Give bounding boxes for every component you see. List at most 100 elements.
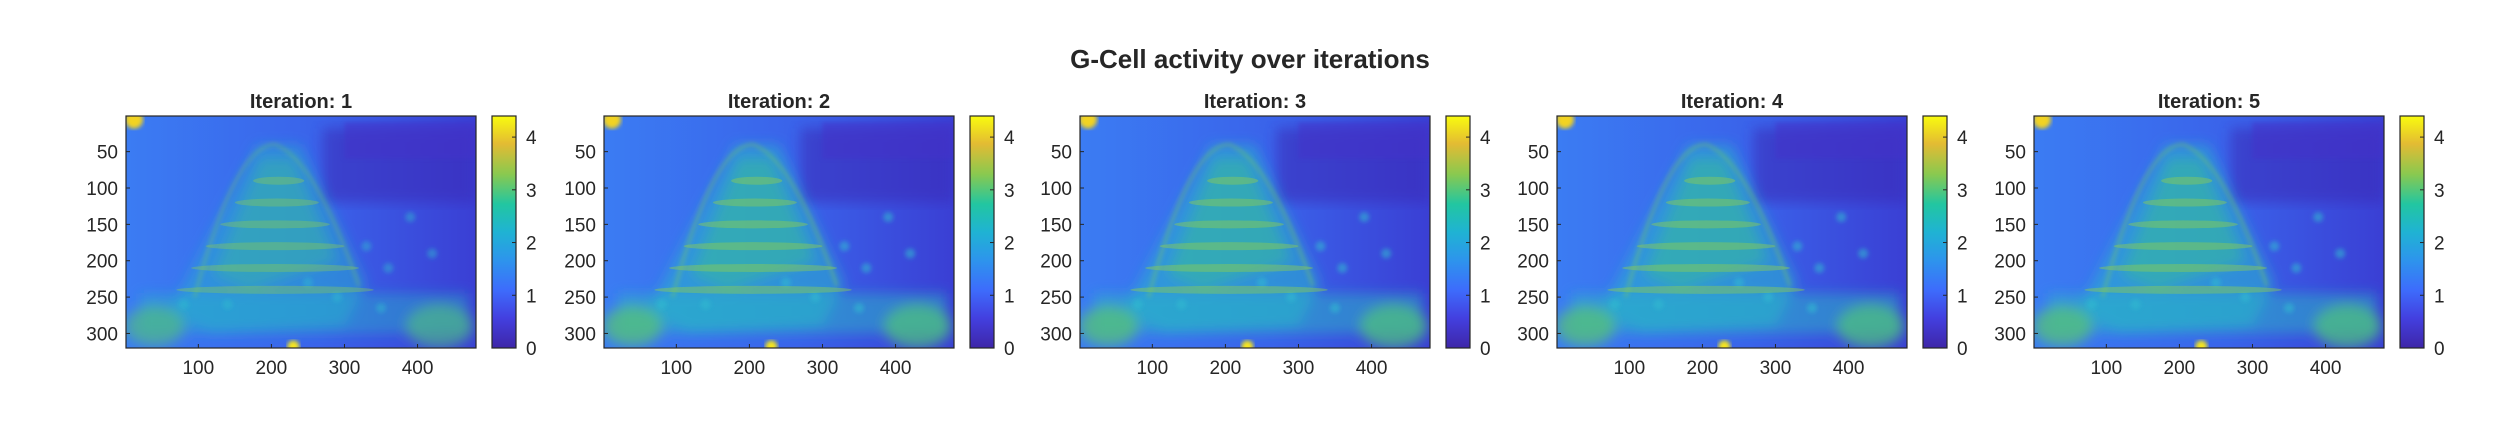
x-tick-label: 300 (807, 358, 839, 379)
panel-title: Iteration: 2 (728, 91, 830, 113)
y-tick-label: 300 (86, 324, 118, 345)
colorbar: 0 1 2 3 4 (491, 115, 537, 360)
x-tick-label: 200 (2164, 358, 2196, 379)
colorbar-tick-label: 4 (1480, 128, 1491, 149)
panel-title: Iteration: 4 (1681, 91, 1784, 113)
axes-frame (2033, 115, 2385, 349)
colorbar-tick-label: 4 (2434, 128, 2445, 149)
y-tick-label: 150 (564, 215, 596, 236)
colorbar-tick-label: 2 (1480, 234, 1491, 255)
heatmap-image (1080, 116, 1430, 348)
y-tick-label: 150 (1994, 215, 2026, 236)
x-tick-label: 400 (1833, 358, 1865, 379)
y-tick-label: 50 (97, 143, 118, 164)
colorbar-tick-label: 2 (2434, 234, 2445, 255)
x-tick-label: 200 (734, 358, 766, 379)
x-tick-label: 100 (1136, 358, 1168, 379)
y-tick-label: 50 (1528, 143, 1549, 164)
x-tick-label: 300 (2237, 358, 2269, 379)
y-tick-label: 100 (1994, 179, 2026, 200)
colorbar: 0 1 2 3 4 (969, 115, 1015, 360)
y-tick-label: 100 (1517, 179, 1549, 200)
colorbar-tick-label: 3 (1004, 181, 1015, 202)
colorbar-tick-label: 2 (1957, 234, 1968, 255)
y-tick-label: 100 (86, 179, 118, 200)
heatmap-image (2034, 116, 2384, 348)
colorbar-tick-label: 2 (1004, 234, 1015, 255)
y-tick-label: 150 (1517, 215, 1549, 236)
x-tick-label: 300 (329, 358, 361, 379)
y-tick-label: 250 (1040, 288, 1072, 309)
y-tick-label: 250 (1517, 288, 1549, 309)
axes-frame (603, 115, 955, 349)
y-tick-label: 50 (1051, 143, 1072, 164)
colorbar-tick-label: 0 (2434, 339, 2445, 360)
x-tick-label: 200 (1687, 358, 1719, 379)
colorbar-tick-label: 4 (1957, 128, 1968, 149)
heatmap-image (604, 116, 954, 348)
y-tick-label: 300 (1994, 324, 2026, 345)
colorbar-tick-label: 3 (1480, 181, 1491, 202)
heatmap-image (1557, 116, 1907, 348)
y-tick-label: 200 (564, 252, 596, 273)
colorbar-tick-label: 1 (1480, 286, 1491, 307)
colorbar: 0 1 2 3 4 (1445, 115, 1491, 360)
panel-title: Iteration: 3 (1204, 91, 1306, 113)
heatmap-image (126, 116, 476, 348)
figure-title: G-Cell activity over iterations (1070, 44, 1430, 74)
y-tick-label: 300 (564, 324, 596, 345)
x-tick-label: 100 (660, 358, 692, 379)
colorbar: 0 1 2 3 4 (2399, 115, 2445, 360)
y-tick-label: 50 (575, 143, 596, 164)
y-tick-label: 50 (2005, 143, 2026, 164)
x-tick-label: 400 (880, 358, 912, 379)
colorbar-tick-label: 3 (1957, 181, 1968, 202)
y-tick-label: 100 (564, 179, 596, 200)
x-tick-label: 100 (2090, 358, 2122, 379)
x-tick-label: 300 (1760, 358, 1792, 379)
x-tick-label: 100 (182, 358, 214, 379)
y-tick-label: 300 (1040, 324, 1072, 345)
x-tick-label: 400 (2310, 358, 2342, 379)
colorbar-tick-label: 1 (526, 286, 537, 307)
x-tick-label: 200 (1210, 358, 1242, 379)
y-tick-label: 200 (1040, 252, 1072, 273)
x-tick-label: 300 (1283, 358, 1315, 379)
axes-frame (1556, 115, 1908, 349)
axes-frame (125, 115, 477, 349)
colorbar-tick-label: 1 (1957, 286, 1968, 307)
y-tick-label: 150 (86, 215, 118, 236)
colorbar-tick-label: 0 (1004, 339, 1015, 360)
y-tick-label: 250 (564, 288, 596, 309)
colorbar-tick-label: 3 (526, 181, 537, 202)
panel-title: Iteration: 5 (2158, 91, 2260, 113)
y-tick-label: 100 (1040, 179, 1072, 200)
y-tick-label: 200 (86, 252, 118, 273)
x-tick-label: 200 (256, 358, 288, 379)
y-tick-label: 200 (1517, 252, 1549, 273)
colorbar-tick-label: 3 (2434, 181, 2445, 202)
axes-frame (1079, 115, 1431, 349)
x-tick-label: 400 (402, 358, 434, 379)
colorbar-tick-label: 4 (526, 128, 537, 149)
y-tick-label: 250 (1994, 288, 2026, 309)
y-tick-label: 300 (1517, 324, 1549, 345)
y-tick-label: 150 (1040, 215, 1072, 236)
colorbar-tick-label: 0 (1480, 339, 1491, 360)
colorbar-tick-label: 2 (526, 234, 537, 255)
colorbar-tick-label: 0 (1957, 339, 1968, 360)
x-tick-label: 400 (1356, 358, 1388, 379)
y-tick-label: 200 (1994, 252, 2026, 273)
colorbar-tick-label: 1 (2434, 286, 2445, 307)
colorbar-tick-label: 1 (1004, 286, 1015, 307)
panel-title: Iteration: 1 (250, 91, 352, 113)
colorbar-tick-label: 0 (526, 339, 537, 360)
y-tick-label: 250 (86, 288, 118, 309)
